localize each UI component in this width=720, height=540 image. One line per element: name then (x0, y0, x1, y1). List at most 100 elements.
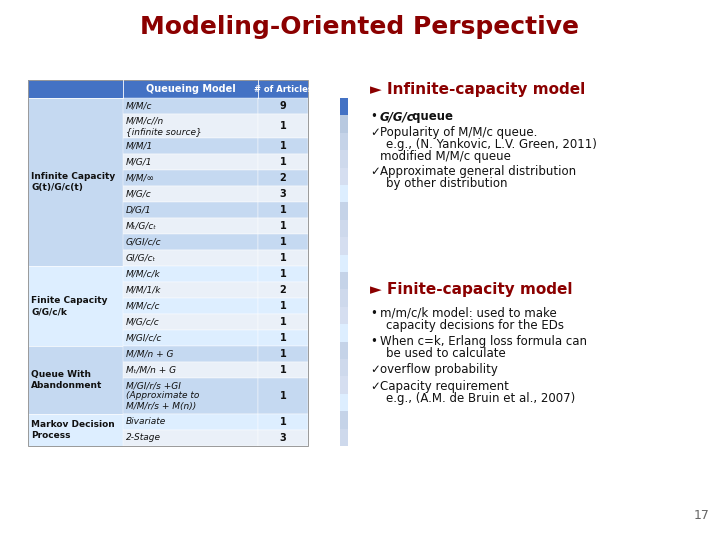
Text: 1: 1 (279, 317, 287, 327)
Text: 2: 2 (279, 285, 287, 295)
Bar (340, 254, 348, 272)
Text: •: • (370, 307, 377, 320)
Text: 1: 1 (279, 333, 287, 343)
Text: M/G/c: M/G/c (126, 190, 152, 199)
Bar (340, 133, 348, 150)
Bar (123, 378, 258, 414)
Bar (258, 170, 308, 186)
Bar (258, 430, 308, 446)
Text: by other distribution: by other distribution (386, 177, 508, 190)
Bar (123, 234, 258, 250)
Bar (28, 80, 308, 446)
Bar (258, 414, 308, 430)
Text: G/GI/c/c: G/GI/c/c (126, 238, 161, 246)
Bar (123, 170, 258, 186)
Text: Mₜ/M/n + G: Mₜ/M/n + G (126, 366, 176, 375)
Bar (258, 250, 308, 266)
Text: M/M/1/k: M/M/1/k (126, 286, 161, 294)
Text: 1: 1 (279, 121, 287, 131)
Text: queue: queue (408, 110, 453, 123)
Bar (258, 362, 308, 378)
Bar (258, 98, 308, 114)
Bar (340, 202, 348, 220)
Bar (258, 378, 308, 414)
Text: # of Articles: # of Articles (253, 84, 312, 93)
Text: G/G/c: G/G/c (380, 110, 415, 123)
Text: 3: 3 (279, 433, 287, 443)
Text: Capacity requirement: Capacity requirement (380, 380, 509, 393)
Bar (340, 376, 348, 394)
Text: 9: 9 (279, 101, 287, 111)
Text: M/M/c: M/M/c (126, 102, 153, 111)
Text: e.g., (A.M. de Bruin et al., 2007): e.g., (A.M. de Bruin et al., 2007) (386, 392, 575, 405)
Bar (123, 346, 258, 362)
Text: ✓: ✓ (370, 165, 380, 178)
Text: 17: 17 (694, 509, 710, 522)
Bar (258, 186, 308, 202)
Text: modified M/M/c queue: modified M/M/c queue (380, 150, 511, 163)
Bar (123, 430, 258, 446)
Bar (340, 185, 348, 202)
Bar (258, 298, 308, 314)
Text: ✓: ✓ (370, 126, 380, 139)
Bar (340, 272, 348, 289)
Text: 1: 1 (279, 365, 287, 375)
Bar (123, 266, 258, 282)
Text: capacity decisions for the EDs: capacity decisions for the EDs (386, 319, 564, 332)
Bar (123, 154, 258, 170)
Bar (340, 429, 348, 446)
Bar (258, 282, 308, 298)
Text: ► Finite-capacity model: ► Finite-capacity model (370, 282, 572, 297)
Text: M/M/c/c: M/M/c/c (126, 301, 161, 310)
Bar (340, 116, 348, 133)
Bar (340, 98, 348, 116)
Text: 1: 1 (279, 301, 287, 311)
Bar (258, 138, 308, 154)
Bar (258, 154, 308, 170)
Text: 2: 2 (279, 173, 287, 183)
Text: 1: 1 (279, 417, 287, 427)
Text: M/M/c//n
{infinite source}: M/M/c//n {infinite source} (126, 116, 202, 136)
Text: When c=k, Erlang loss formula can: When c=k, Erlang loss formula can (380, 335, 587, 348)
Text: GI/G/cₜ: GI/G/cₜ (126, 253, 156, 262)
Bar (340, 220, 348, 237)
Text: ✓: ✓ (370, 363, 380, 376)
Text: 1: 1 (279, 157, 287, 167)
Bar (340, 411, 348, 429)
Text: 1: 1 (279, 141, 287, 151)
Bar (340, 150, 348, 167)
Text: M/M/c/k: M/M/c/k (126, 269, 161, 279)
Bar (340, 289, 348, 307)
Bar (28, 80, 308, 98)
Bar (123, 114, 258, 138)
Text: overflow probability: overflow probability (380, 363, 498, 376)
Text: 1: 1 (279, 269, 287, 279)
Bar (340, 167, 348, 185)
Bar (258, 314, 308, 330)
Text: Finite Capacity
G/G/c/k: Finite Capacity G/G/c/k (31, 296, 107, 316)
Text: 1: 1 (279, 205, 287, 215)
Bar (123, 138, 258, 154)
Bar (123, 414, 258, 430)
Text: Queueing Model: Queueing Model (145, 84, 235, 94)
Text: be used to calculate: be used to calculate (386, 347, 505, 360)
Bar (123, 282, 258, 298)
Bar (258, 234, 308, 250)
Text: •: • (370, 110, 377, 123)
Text: 1: 1 (279, 237, 287, 247)
Bar (123, 218, 258, 234)
Text: ✓: ✓ (370, 380, 380, 393)
Text: Bivariate: Bivariate (126, 417, 166, 427)
Text: ► Infinite-capacity model: ► Infinite-capacity model (370, 82, 585, 97)
Bar (123, 362, 258, 378)
Bar (123, 98, 258, 114)
Bar (258, 114, 308, 138)
Text: 1: 1 (279, 349, 287, 359)
Bar (340, 307, 348, 324)
Bar (340, 237, 348, 254)
Bar (28, 414, 123, 446)
Text: m/m/c/k model: used to make: m/m/c/k model: used to make (380, 307, 557, 320)
Text: Queue With
Abandonment: Queue With Abandonment (31, 370, 102, 390)
Bar (258, 346, 308, 362)
Text: M/G/c/c: M/G/c/c (126, 318, 160, 327)
